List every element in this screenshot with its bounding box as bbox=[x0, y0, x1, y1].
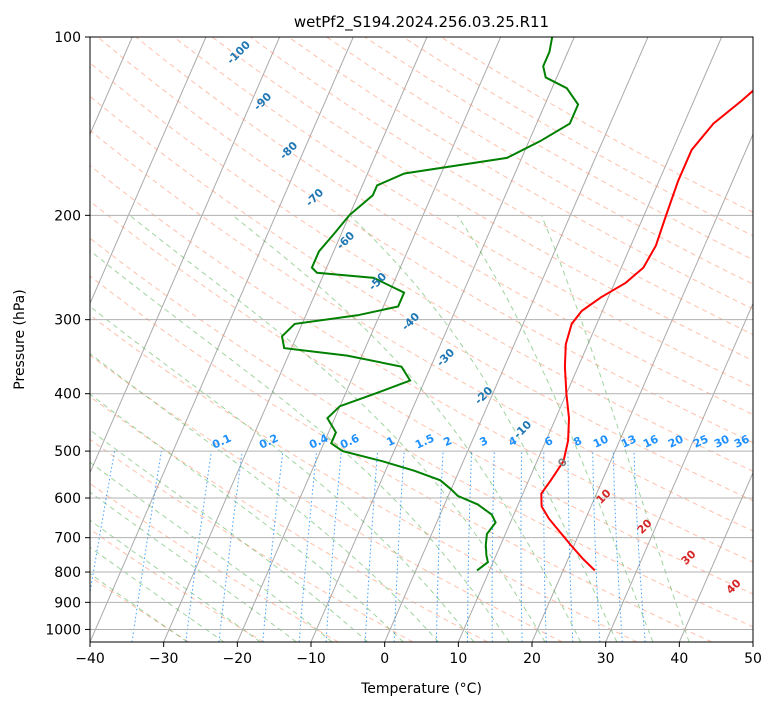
y-tick-label: 600 bbox=[54, 491, 81, 507]
mixing-ratio-line bbox=[185, 451, 212, 642]
mixing-ratio-line bbox=[262, 451, 284, 642]
x-tick-label: −10 bbox=[296, 651, 326, 667]
y-tick-label: 200 bbox=[54, 208, 81, 224]
y-axis-label: Pressure (hPa) bbox=[12, 289, 28, 389]
mixing-ratio-label: 30 bbox=[712, 432, 732, 450]
dry-adiabat-line bbox=[90, 164, 753, 563]
isotherm-line bbox=[90, 37, 281, 474]
moist-adiabat-line bbox=[90, 572, 188, 642]
x-tick-label: −40 bbox=[75, 651, 105, 667]
isotherm-line bbox=[678, 471, 753, 642]
dry-adiabat-line bbox=[90, 237, 753, 628]
x-tick-label: 0 bbox=[380, 651, 389, 667]
moist-adiabat-line bbox=[90, 546, 225, 642]
mixing-ratio-label: 16 bbox=[641, 432, 661, 450]
mixing-ratio-label: 25 bbox=[691, 432, 710, 450]
chart-title: wetPf2_S194.2024.256.03.25.R11 bbox=[294, 13, 549, 32]
x-tick-label: 40 bbox=[670, 651, 688, 667]
isotherm-line bbox=[90, 37, 354, 642]
isotherm-line bbox=[605, 302, 753, 642]
dry-adiabat-line bbox=[326, 37, 753, 285]
y-tick-label: 800 bbox=[54, 565, 81, 581]
temperature-trace bbox=[540, 89, 753, 572]
mixing-ratio-line bbox=[298, 451, 318, 642]
x-axis-label: Temperature (°C) bbox=[360, 681, 482, 697]
moist-adiabat-line bbox=[541, 215, 690, 642]
dry-adiabat-line bbox=[90, 482, 339, 642]
mixing-ratio-line bbox=[218, 451, 243, 642]
moist-adiabat-line bbox=[90, 250, 510, 642]
isotherm-line bbox=[163, 37, 428, 642]
dry-adiabat-line bbox=[90, 95, 753, 502]
dewpoint-trace bbox=[280, 37, 580, 572]
x-tick-label: −30 bbox=[149, 651, 179, 667]
isotherm-line bbox=[457, 37, 723, 642]
moist-adiabat-line bbox=[90, 491, 297, 642]
moist-adiabat-line bbox=[90, 429, 369, 642]
dry-adiabat-line bbox=[90, 200, 753, 595]
mixing-ratio-line bbox=[131, 451, 162, 642]
x-tick-label: 30 bbox=[597, 651, 615, 667]
dry-adiabat-line bbox=[250, 37, 753, 336]
plot-frame bbox=[89, 36, 754, 643]
x-tick-label: 10 bbox=[449, 651, 467, 667]
mixing-ratio-label: 36 bbox=[732, 432, 752, 450]
x-tick-label: −20 bbox=[223, 651, 253, 667]
isotherm-line bbox=[310, 37, 575, 642]
isotherm-line bbox=[384, 37, 649, 642]
y-tick-label: 100 bbox=[54, 30, 81, 46]
mixing-ratio-label: 20 bbox=[666, 432, 686, 450]
isotherm-line bbox=[90, 37, 207, 305]
y-tick-label: 500 bbox=[54, 444, 81, 460]
moist-adiabat-line bbox=[456, 215, 654, 642]
dry-adiabat-line bbox=[90, 438, 414, 642]
x-tick-label: 20 bbox=[523, 651, 541, 667]
moist-adiabat-line bbox=[349, 214, 618, 642]
dry-adiabat-line bbox=[288, 37, 753, 310]
isotherm-line bbox=[531, 132, 753, 642]
y-tick-label: 1000 bbox=[45, 622, 81, 638]
dry-adiabat-line bbox=[90, 275, 712, 642]
mixing-ratio-label: 10 bbox=[591, 432, 611, 450]
moist-adiabat-line bbox=[129, 214, 546, 642]
isotherm-line bbox=[236, 37, 502, 642]
moist-adiabat-line bbox=[90, 305, 475, 642]
dry-adiabat-line bbox=[90, 354, 563, 642]
y-tick-label: 400 bbox=[54, 387, 81, 403]
moist-adiabat-line bbox=[90, 393, 404, 642]
y-tick-label: 700 bbox=[54, 531, 81, 547]
moist-adiabat-line bbox=[90, 519, 261, 642]
x-tick-label: 50 bbox=[744, 651, 762, 667]
y-tick-label: 300 bbox=[54, 313, 81, 329]
dry-adiabat-line bbox=[90, 396, 488, 642]
dry-adiabat-line bbox=[90, 314, 638, 642]
dry-adiabat-line bbox=[173, 37, 753, 388]
mixing-ratio-line bbox=[325, 451, 342, 642]
y-tick-label: 900 bbox=[54, 595, 81, 611]
mixing-ratio-label: 13 bbox=[619, 432, 638, 450]
dry-adiabat-line bbox=[97, 37, 753, 444]
dry-adiabat-line bbox=[90, 129, 753, 532]
